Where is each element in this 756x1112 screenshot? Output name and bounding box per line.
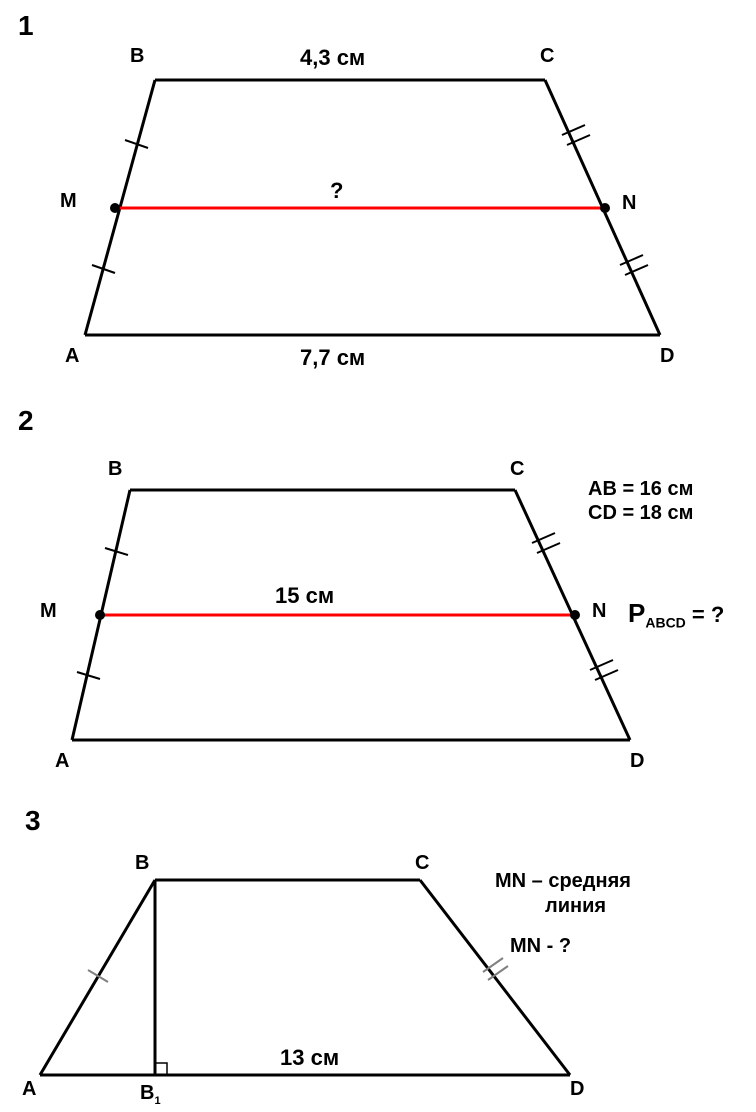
right-angle-icon xyxy=(155,1063,167,1075)
vertex-b1-3: B1 xyxy=(140,1082,161,1107)
vertex-c-1: C xyxy=(540,45,554,68)
perimeter-suffix: = ? xyxy=(686,602,725,627)
problem-3-diagram xyxy=(0,850,756,1110)
tick-ab-3 xyxy=(88,970,108,982)
b1-letter: B xyxy=(140,1082,154,1104)
bottom-length-3: 13 см xyxy=(280,1045,339,1071)
info-line1-3: MN – средняя xyxy=(495,870,631,893)
info-line2-3: линия xyxy=(545,895,606,918)
point-n-2 xyxy=(570,610,580,620)
vertex-d-2: D xyxy=(630,750,644,773)
vertex-c-2: C xyxy=(510,458,524,481)
perimeter-question: РABCD = ? xyxy=(628,598,724,630)
vertex-b-3: B xyxy=(135,852,149,875)
vertex-m-1: M xyxy=(60,190,77,213)
midline-length-2: 15 см xyxy=(275,583,334,609)
vertex-c-3: C xyxy=(415,852,429,875)
vertex-d-3: D xyxy=(570,1078,584,1101)
side-info-2: CD = 18 см xyxy=(588,502,693,525)
vertex-a-2: A xyxy=(55,750,69,773)
vertex-m-2: M xyxy=(40,600,57,623)
problem-1-diagram xyxy=(0,0,756,370)
vertex-n-1: N xyxy=(622,192,636,215)
b1-sub: 1 xyxy=(154,1095,160,1107)
side-info-1: AB = 16 см xyxy=(588,478,693,501)
vertex-a-1: A xyxy=(65,345,79,368)
vertex-b-1: B xyxy=(130,45,144,68)
point-m-2 xyxy=(95,610,105,620)
point-m xyxy=(110,203,120,213)
vertex-d-1: D xyxy=(660,345,674,368)
vertex-b-2: B xyxy=(108,458,122,481)
vertex-n-2: N xyxy=(592,600,606,623)
problem-3-number: 3 xyxy=(25,805,41,837)
vertex-a-3: A xyxy=(22,1078,36,1101)
question-3: MN - ? xyxy=(510,935,571,958)
bottom-length-1: 7,7 см xyxy=(300,345,365,371)
perimeter-p: Р xyxy=(628,598,645,628)
question-1: ? xyxy=(330,178,343,204)
side-ab-3 xyxy=(40,880,155,1075)
top-length-1: 4,3 см xyxy=(300,45,365,71)
perimeter-sub: ABCD xyxy=(645,614,685,630)
point-n xyxy=(600,203,610,213)
